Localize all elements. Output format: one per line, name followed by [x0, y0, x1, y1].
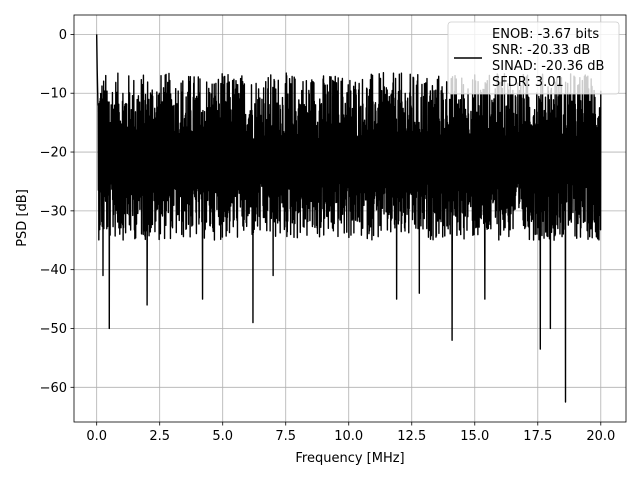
x-axis-label: Frequency [MHz]	[295, 451, 404, 466]
legend-label-line: ENOB: -3.67 bits	[492, 27, 599, 42]
series-layer	[95, 34, 602, 403]
y-tick-label: −10	[40, 87, 67, 102]
legend-label-line: SFDR: 3.01	[492, 75, 564, 90]
x-tick-label: 15.0	[460, 429, 489, 444]
legend-box	[447, 21, 620, 95]
legend: ENOB: -3.67 bits SNR: -20.33 dB SINAD: -20…	[447, 21, 620, 95]
plot-frame	[73, 14, 627, 423]
x-axis: 0.0 2.5 5.0 7.5 10.0 12.5 15.0 17.5 20.0	[86, 422, 615, 444]
x-tick-label: 2.5	[149, 429, 170, 444]
y-axis: 0 −10 −20 −30 −40 −50 −60	[40, 28, 74, 396]
x-tick-label: 5.0	[212, 429, 233, 444]
y-tick-label: −20	[40, 146, 67, 161]
y-tick-label: −60	[40, 381, 67, 396]
y-axis-label: PSD [dB]	[15, 189, 30, 247]
x-tick-label: 12.5	[397, 429, 426, 444]
x-tick-label: 0.0	[86, 429, 107, 444]
y-tick-label: 0	[59, 28, 67, 43]
x-tick-label: 10.0	[334, 429, 363, 444]
y-tick-label: −30	[40, 204, 67, 219]
y-tick-label: −50	[40, 322, 67, 337]
x-tick-label: 7.5	[275, 429, 296, 444]
x-tick-label: 20.0	[586, 429, 615, 444]
x-tick-label: 17.5	[523, 429, 552, 444]
legend-label-line: SNR: -20.33 dB	[492, 43, 590, 58]
legend-label-line: SINAD: -20.36 dB	[492, 59, 604, 74]
psd-series-line	[95, 34, 602, 403]
legend-label: ENOB: -3.67 bits SNR: -20.33 dB SINAD: -20…	[492, 27, 604, 90]
y-tick-label: −40	[40, 263, 67, 278]
